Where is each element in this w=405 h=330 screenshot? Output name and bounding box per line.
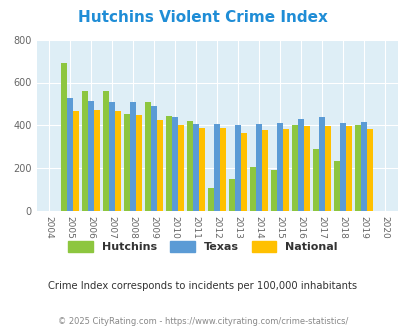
Bar (166, 116, 172, 211)
Bar (262, 130, 267, 211)
Bar (124, 114, 130, 211)
Text: Hutchins Violent Crime Index: Hutchins Violent Crime Index (78, 10, 327, 25)
Bar (145, 102, 151, 211)
Bar (151, 106, 157, 211)
Bar (88, 101, 94, 211)
Bar (345, 126, 351, 211)
Bar (235, 125, 241, 211)
Bar (241, 133, 246, 211)
Bar (103, 91, 109, 211)
Bar (366, 129, 372, 211)
Text: © 2025 CityRating.com - https://www.cityrating.com/crime-statistics/: © 2025 CityRating.com - https://www.city… (58, 317, 347, 326)
Bar (115, 112, 121, 211)
Bar (73, 112, 79, 211)
Bar (214, 124, 220, 211)
Bar (303, 126, 309, 211)
Bar (339, 123, 345, 211)
Bar (334, 161, 339, 211)
Bar (130, 102, 136, 211)
Bar (61, 63, 67, 211)
Legend: Hutchins, Texas, National: Hutchins, Texas, National (64, 237, 341, 257)
Bar (360, 122, 366, 211)
Text: Crime Index corresponds to incidents per 100,000 inhabitants: Crime Index corresponds to incidents per… (48, 281, 357, 291)
Bar (109, 102, 115, 211)
Bar (256, 124, 262, 211)
Bar (277, 123, 282, 211)
Bar (193, 124, 199, 211)
Bar (318, 117, 324, 211)
Bar (178, 125, 183, 211)
Bar (94, 110, 100, 211)
Bar (67, 98, 73, 211)
Bar (313, 149, 318, 211)
Bar (354, 125, 360, 211)
Bar (229, 179, 234, 211)
Bar (298, 119, 303, 211)
Bar (136, 115, 142, 211)
Bar (157, 120, 162, 211)
Bar (220, 128, 226, 211)
Bar (271, 170, 277, 211)
Bar (324, 126, 330, 211)
Bar (187, 121, 193, 211)
Bar (282, 129, 288, 211)
Bar (250, 167, 256, 211)
Bar (172, 117, 178, 211)
Bar (82, 91, 88, 211)
Bar (292, 125, 298, 211)
Bar (198, 128, 205, 211)
Bar (208, 187, 214, 211)
